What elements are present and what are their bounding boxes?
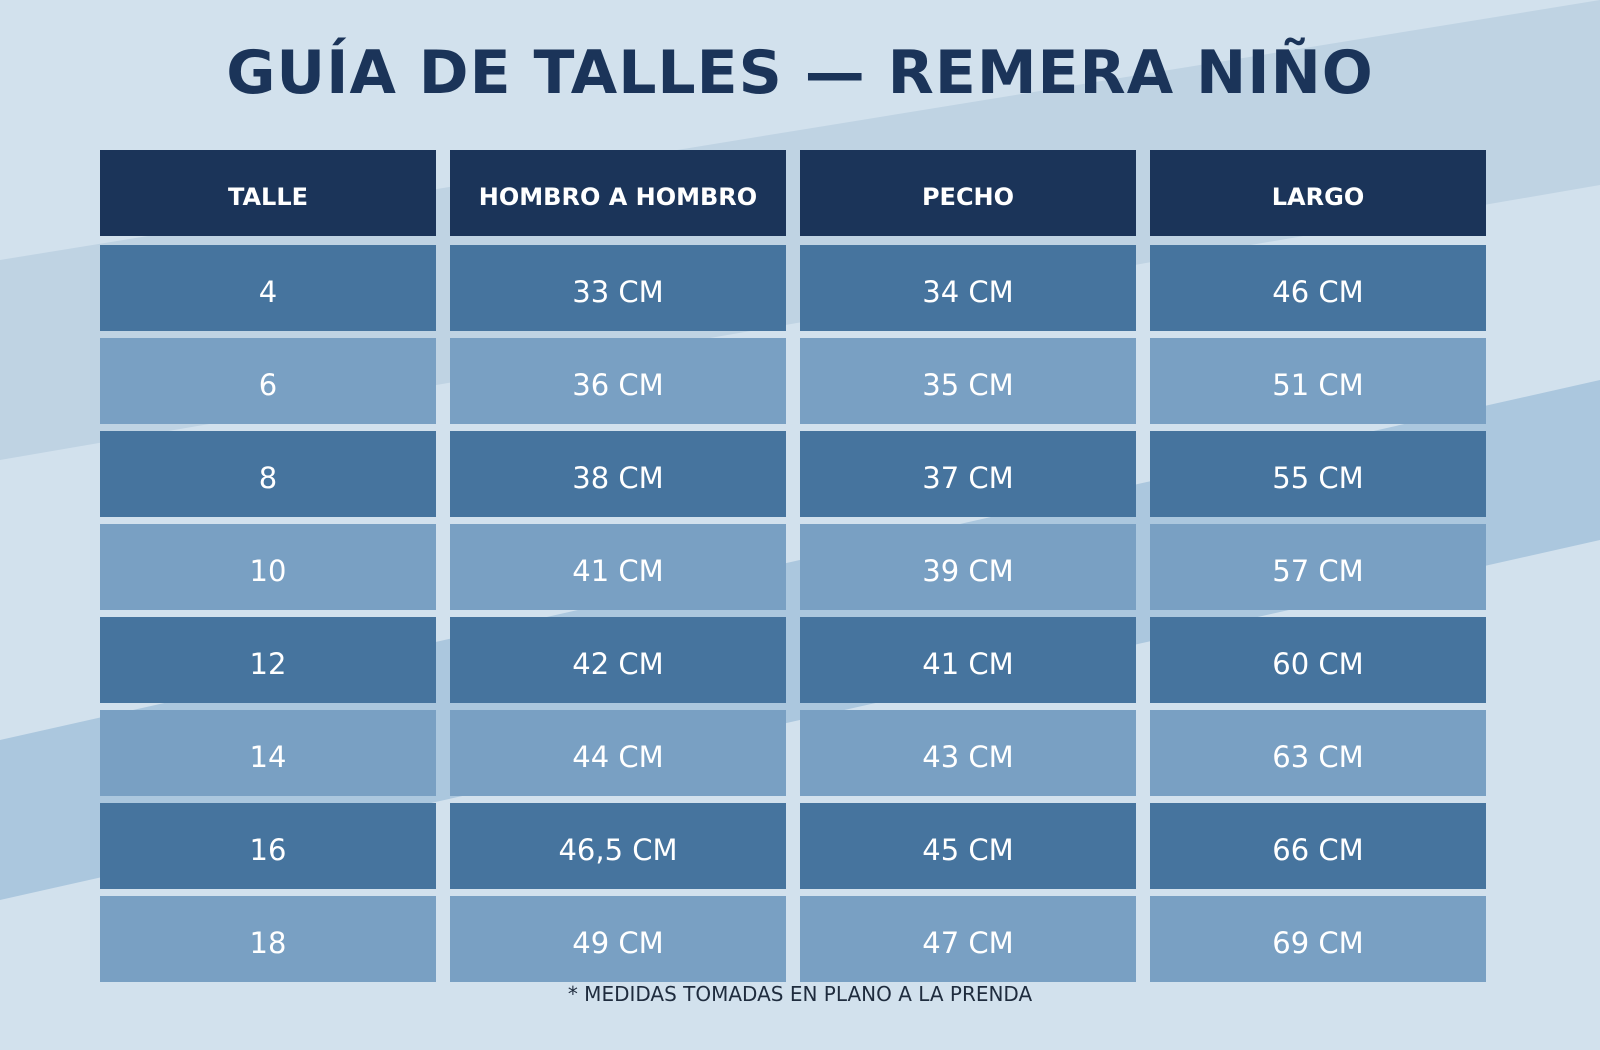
cell-talle: 12 bbox=[100, 617, 436, 703]
cell-talle: 4 bbox=[100, 245, 436, 331]
cell-hombro: 36 CM bbox=[450, 338, 786, 424]
cell-largo: 63 CM bbox=[1150, 710, 1486, 796]
cell-talle: 10 bbox=[100, 524, 436, 610]
cell-pecho: 43 CM bbox=[800, 710, 1136, 796]
page-title: GUÍA DE TALLES — REMERA NIÑO bbox=[226, 38, 1374, 108]
cell-largo: 57 CM bbox=[1150, 524, 1486, 610]
cell-pecho: 45 CM bbox=[800, 803, 1136, 889]
header-largo: LARGO bbox=[1150, 150, 1486, 236]
cell-pecho: 34 CM bbox=[800, 245, 1136, 331]
header-hombro-a-hombro: HOMBRO A HOMBRO bbox=[450, 150, 786, 236]
cell-hombro: 44 CM bbox=[450, 710, 786, 796]
cell-talle: 8 bbox=[100, 431, 436, 517]
cell-largo: 66 CM bbox=[1150, 803, 1486, 889]
header-talle: TALLE bbox=[100, 150, 436, 236]
cell-talle: 16 bbox=[100, 803, 436, 889]
cell-largo: 60 CM bbox=[1150, 617, 1486, 703]
cell-largo: 46 CM bbox=[1150, 245, 1486, 331]
cell-pecho: 37 CM bbox=[800, 431, 1136, 517]
cell-pecho: 47 CM bbox=[800, 896, 1136, 982]
cell-largo: 55 CM bbox=[1150, 431, 1486, 517]
cell-largo: 51 CM bbox=[1150, 338, 1486, 424]
size-table: TALLE HOMBRO A HOMBRO PECHO LARGO 4 33 C… bbox=[100, 150, 1486, 989]
cell-hombro: 33 CM bbox=[450, 245, 786, 331]
cell-pecho: 35 CM bbox=[800, 338, 1136, 424]
cell-largo: 69 CM bbox=[1150, 896, 1486, 982]
cell-pecho: 41 CM bbox=[800, 617, 1136, 703]
cell-talle: 14 bbox=[100, 710, 436, 796]
header-pecho: PECHO bbox=[800, 150, 1136, 236]
cell-hombro: 49 CM bbox=[450, 896, 786, 982]
cell-pecho: 39 CM bbox=[800, 524, 1136, 610]
cell-talle: 18 bbox=[100, 896, 436, 982]
cell-hombro: 41 CM bbox=[450, 524, 786, 610]
cell-hombro: 42 CM bbox=[450, 617, 786, 703]
cell-hombro: 38 CM bbox=[450, 431, 786, 517]
cell-hombro: 46,5 CM bbox=[450, 803, 786, 889]
cell-talle: 6 bbox=[100, 338, 436, 424]
footnote: * MEDIDAS TOMADAS EN PLANO A LA PRENDA bbox=[567, 982, 1033, 1006]
